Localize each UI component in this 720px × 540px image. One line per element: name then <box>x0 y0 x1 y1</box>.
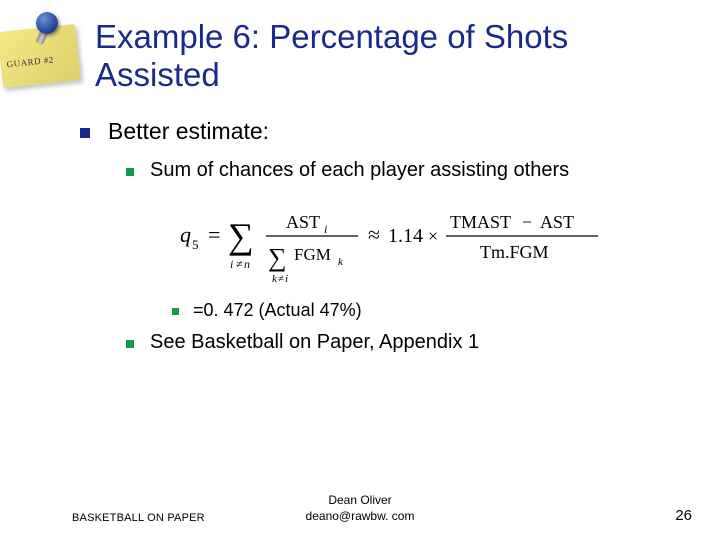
formula: q 5 = ∑ i ≠ n AST i ∑ k ≠ <box>180 192 680 284</box>
bullet-level2: See Basketball on Paper, Appendix 1 <box>126 331 680 354</box>
footer-center: Dean Oliver deano@rawbw. com <box>306 492 415 524</box>
bullet-text: See Basketball on Paper, Appendix 1 <box>150 331 479 354</box>
svg-text:−: − <box>522 212 532 232</box>
pushpin-icon <box>30 12 60 42</box>
footer-author: Dean Oliver <box>306 492 415 508</box>
svg-text:k: k <box>338 256 344 268</box>
svg-text:FGM: FGM <box>294 245 331 264</box>
bullet-level2: Sum of chances of each player assisting … <box>126 159 680 182</box>
svg-text:∑: ∑ <box>268 243 287 272</box>
svg-text:×: × <box>428 226 438 246</box>
svg-text:Tm.FGM: Tm.FGM <box>480 242 549 262</box>
svg-text:≈: ≈ <box>368 222 380 247</box>
bullet-text: Sum of chances of each player assisting … <box>150 159 569 182</box>
formula-svg: q 5 = ∑ i ≠ n AST i ∑ k ≠ <box>180 192 610 284</box>
footer-left: BASKETBALL ON PAPER <box>72 512 205 524</box>
bullet-square-icon <box>126 168 134 176</box>
svg-text:1.14: 1.14 <box>388 225 423 247</box>
svg-text:TMAST: TMAST <box>450 212 511 232</box>
svg-text:AST: AST <box>540 212 574 232</box>
slide-title: Example 6: Percentage of Shots Assisted <box>95 10 700 94</box>
svg-text:i: i <box>285 273 288 284</box>
bullet-square-icon <box>172 308 179 315</box>
svg-text:q: q <box>180 222 191 247</box>
bullet-square-icon <box>126 340 134 348</box>
slide-footer: BASKETBALL ON PAPER Dean Oliver deano@ra… <box>0 507 720 524</box>
svg-text:≠: ≠ <box>236 257 243 271</box>
svg-text:≠: ≠ <box>278 273 284 284</box>
bullet-text: Better estimate: <box>108 118 269 145</box>
svg-text:AST: AST <box>286 212 320 232</box>
svg-text:i: i <box>230 257 233 271</box>
svg-text:∑: ∑ <box>228 216 254 256</box>
logo <box>0 10 95 90</box>
slide-body: Better estimate: Sum of chances of each … <box>0 94 720 354</box>
svg-text:n: n <box>244 257 250 271</box>
bullet-text: =0. 472 (Actual 47%) <box>193 300 362 321</box>
slide: Example 6: Percentage of Shots Assisted … <box>0 0 720 540</box>
svg-text:=: = <box>208 222 220 247</box>
page-number: 26 <box>675 507 692 524</box>
svg-text:5: 5 <box>192 237 199 252</box>
bullet-level3: =0. 472 (Actual 47%) <box>172 300 680 321</box>
slide-header: Example 6: Percentage of Shots Assisted <box>0 0 720 94</box>
bullet-level1: Better estimate: <box>80 118 680 145</box>
bullet-square-icon <box>80 128 90 138</box>
svg-text:i: i <box>324 222 327 236</box>
footer-email: deano@rawbw. com <box>306 508 415 524</box>
